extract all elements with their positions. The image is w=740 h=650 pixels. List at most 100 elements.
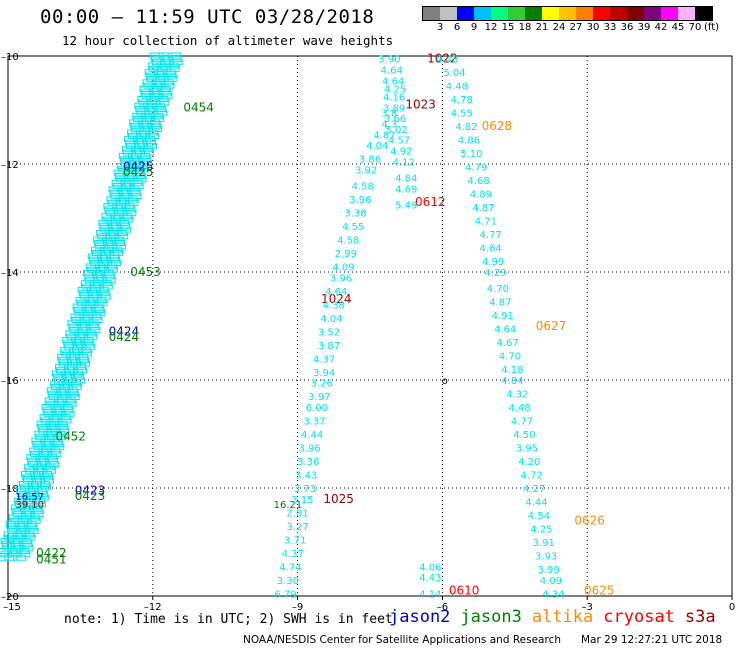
swath-mark: [50, 404, 64, 411]
colorbar-swatch: [644, 7, 661, 20]
swath-mark: [33, 464, 47, 471]
wave-height-label: 4.55: [342, 222, 364, 233]
pass-time-label: 1024: [321, 292, 352, 306]
swath-mark: [22, 534, 36, 541]
swath-mark: [10, 504, 24, 511]
swath-mark: [157, 85, 171, 92]
swath-mark: [71, 377, 85, 384]
satellite-legend: jason2 jason3 altika cryosat s3a: [389, 607, 726, 627]
swath-mark: [91, 270, 105, 277]
swath-mark: [134, 139, 148, 146]
swath-mark: [124, 136, 138, 143]
swath-mark: [128, 132, 142, 139]
swath-mark: [149, 126, 163, 133]
colorbar-tick-label: 70: [688, 22, 702, 33]
swath-mark: [68, 323, 82, 330]
swath-mark: [100, 226, 114, 233]
wave-height-label: 3.92: [355, 165, 377, 176]
swath-mark: [103, 263, 117, 270]
wave-height-label: 3.96: [349, 195, 371, 206]
footer-note: note: 1) Time is in UTC; 2) SWH is in fe…: [64, 612, 393, 627]
swath-mark: [96, 253, 110, 260]
wave-height-label: 2.99: [335, 249, 357, 260]
swath-mark: [100, 270, 114, 277]
x-tick-label: –3: [582, 602, 593, 613]
swath-mark: [23, 521, 37, 528]
swath-mark: [101, 250, 115, 257]
swath-mark: [96, 290, 110, 297]
swath-mark: [83, 330, 97, 337]
swath-mark: [99, 223, 113, 230]
wave-height-label: 6.79: [274, 589, 296, 600]
wave-height-label: 4.84: [501, 376, 523, 387]
swath-mark: [115, 233, 129, 240]
swath-mark: [97, 293, 111, 300]
swath-mark: [126, 166, 140, 173]
pass-time-label: 0626: [574, 513, 605, 527]
wave-height-label: 5.49: [395, 201, 417, 212]
swath-mark: [129, 119, 143, 126]
wave-height-label: 3.96: [330, 273, 352, 284]
series-jason2: 0425 0424 0423 16.57: [15, 160, 153, 503]
swath-mark: [105, 253, 119, 260]
wave-height-label: 4.50: [513, 430, 535, 441]
swath-mark: [116, 162, 130, 169]
swath-mark: [120, 216, 134, 223]
wave-height-label: 3.43: [295, 471, 317, 482]
swath-mark: [119, 156, 133, 163]
wave-height-label: 5.02: [385, 125, 407, 136]
colorbar-tick-label: 6: [453, 22, 461, 33]
swath-mark: [151, 79, 165, 86]
wave-height-label: 4.43: [436, 55, 458, 66]
swath-mark: [69, 327, 83, 334]
swath-mark: [2, 544, 16, 551]
swath-mark: [32, 440, 46, 447]
swath-mark: [31, 497, 45, 504]
swath-mark: [30, 450, 44, 457]
swath-mark: [86, 266, 100, 273]
colorbar-swatch: [559, 7, 576, 20]
swath-mark: [145, 72, 159, 79]
swath-mark: [82, 270, 96, 277]
swath-mark: [159, 55, 173, 62]
wave-height-label: 4.68: [467, 176, 489, 187]
swath-mark: [102, 216, 116, 223]
swath-mark: [31, 437, 45, 444]
wave-height-labels: 04250424042316.5704540425045304240423045…: [0, 52, 615, 600]
swath-mark: [156, 99, 170, 106]
swath-mark: [101, 273, 115, 280]
swath-mark: [83, 273, 97, 280]
colorbar-swatch: [457, 7, 474, 20]
swath-mark: [67, 357, 81, 364]
swath-mark: [8, 514, 22, 521]
page-subtitle: 12 hour collection of altimeter wave hei…: [62, 33, 394, 48]
swath-mark: [67, 320, 81, 327]
wave-height-label: 3.86: [359, 155, 381, 166]
swath-mark: [72, 340, 86, 347]
swath-mark: [144, 69, 158, 76]
swath-mark: [158, 52, 172, 59]
swath-mark: [59, 383, 73, 390]
swath-mark: [119, 193, 133, 200]
swath-mark: [167, 52, 181, 59]
swath-mark: [61, 350, 75, 357]
swath-mark: [154, 109, 168, 116]
swath-mark: [89, 316, 103, 323]
swath-mark: [139, 122, 153, 129]
swath-mark: [125, 199, 139, 206]
swath-mark: [21, 471, 35, 477]
x-tick-label: –12: [144, 602, 162, 613]
swath-mark: [143, 142, 157, 149]
wave-height-label: 3.91: [533, 538, 555, 549]
swath-mark: [49, 417, 63, 424]
swath-mark: [79, 293, 93, 300]
swath-mark: [101, 213, 115, 220]
swath-mark: [65, 390, 79, 397]
swath-mark: [104, 266, 118, 273]
pass-time-label: 0625: [584, 584, 615, 598]
swath-mark: [89, 280, 103, 287]
wave-height-label: 4.74: [279, 562, 301, 573]
swath-mark: [26, 514, 40, 521]
swath-mark: [7, 527, 21, 534]
